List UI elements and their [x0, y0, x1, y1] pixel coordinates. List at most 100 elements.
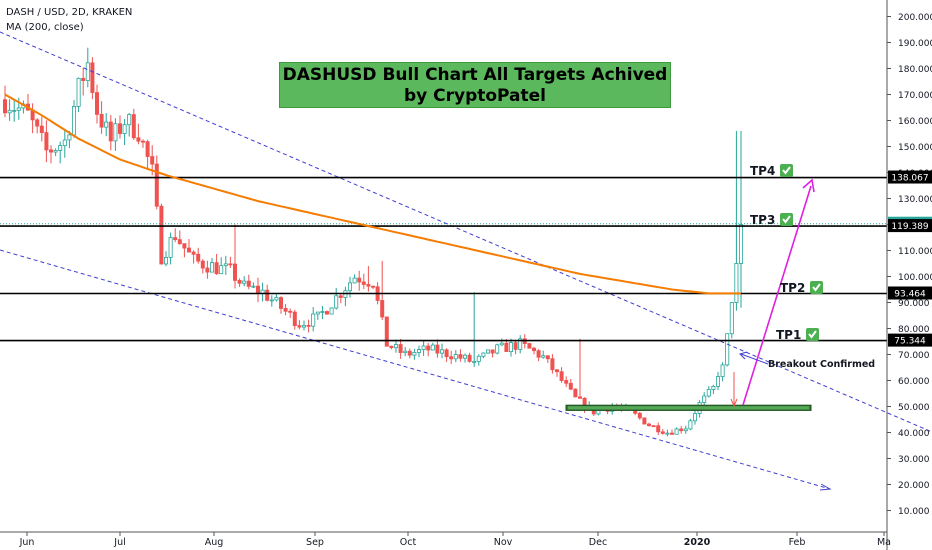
price-badge	[888, 170, 932, 184]
candle-body	[444, 349, 449, 358]
candle-body	[255, 285, 260, 294]
candles	[3, 47, 744, 437]
price-tick-label: 20.000	[898, 481, 930, 491]
time-axis: Jun Jul Aug Sep Oct Nov Dec 2020 Feb Ma	[0, 531, 891, 548]
candle-body	[370, 285, 375, 288]
candle-body	[214, 262, 219, 275]
breakout-annotation: Breakout Confirmed	[768, 359, 875, 370]
candle-body	[449, 356, 454, 360]
target-label: TP2	[780, 281, 805, 295]
candle-body	[90, 62, 95, 93]
price-tick-label: 90.000	[898, 299, 930, 309]
candle-body	[555, 369, 560, 373]
breakout-arrow-head	[739, 351, 748, 360]
candle-body	[168, 237, 173, 258]
candle-body	[739, 224, 744, 264]
check-icon-mark	[782, 215, 791, 224]
candle-body	[85, 62, 90, 82]
candle-body	[81, 77, 86, 82]
candle-body	[232, 263, 237, 281]
price-tick-label: 190.000	[898, 39, 932, 49]
candle-body	[398, 344, 403, 353]
candle-body	[338, 295, 343, 298]
candle-body	[416, 349, 421, 353]
candle-body	[39, 125, 44, 133]
candle-body	[3, 99, 8, 114]
candle-body	[647, 423, 652, 427]
candle-body	[545, 355, 550, 360]
time-tick-label: Aug	[205, 537, 224, 548]
banner-line-2: by CryptoPatel	[403, 86, 547, 106]
price-tick-label: 100.000	[898, 273, 932, 283]
candle-body	[366, 284, 371, 287]
candle-body	[182, 243, 187, 249]
candle-body	[237, 280, 242, 284]
candle-body	[508, 342, 513, 352]
check-icon-mark	[808, 330, 817, 339]
time-tick-label: Nov	[494, 537, 513, 548]
candle-body	[426, 345, 431, 351]
candle-body	[711, 386, 716, 390]
price-tick-label: 10.000	[898, 507, 930, 517]
candle-body	[384, 316, 389, 347]
price-tick-label: 110.000	[898, 247, 932, 257]
candle-body	[541, 355, 546, 358]
candle-body	[191, 251, 196, 255]
channel-upper-line	[0, 31, 932, 433]
candle-body	[35, 119, 40, 127]
moving-average-line	[4, 93, 741, 295]
candle-body	[228, 263, 233, 266]
price-tick-label: 80.000	[898, 325, 930, 335]
price-badge-label: 75.344	[894, 337, 926, 347]
candle-body	[329, 307, 334, 315]
price-tick-label: 60.000	[898, 377, 930, 387]
candle-body	[513, 342, 518, 350]
banner-line-1: DASHUSD Bull Chart All Targets Achived	[282, 65, 668, 85]
price-badge	[888, 286, 932, 300]
candle-body	[334, 295, 339, 309]
overlays: Breakout Confirmed TP4 TP3 TP2 TP1	[0, 31, 932, 491]
price-tick-label: 170.000	[898, 91, 932, 101]
time-tick-label: Feb	[789, 537, 806, 548]
candle-body	[665, 432, 670, 435]
time-tick-label: Jun	[19, 537, 35, 548]
candle-body	[347, 282, 352, 292]
time-tick-label: Sep	[306, 537, 324, 548]
candle-body	[518, 338, 523, 350]
candle-body	[527, 343, 532, 349]
candle-body	[439, 349, 444, 354]
candle-body	[670, 432, 675, 435]
candle-body	[200, 260, 205, 269]
candle-body	[651, 425, 656, 428]
candle-body	[481, 352, 486, 357]
candle-body	[53, 150, 58, 153]
candle-body	[734, 263, 739, 303]
time-tick-label: Dec	[589, 537, 607, 548]
candle-body	[393, 344, 398, 349]
candle-body	[693, 413, 698, 422]
indicator-label[interactable]: MA (200, close)	[6, 22, 84, 33]
candle-body	[283, 308, 288, 312]
candle-body	[127, 114, 132, 126]
candle-body	[44, 132, 49, 151]
candle-body	[550, 358, 555, 371]
candle-body	[458, 354, 463, 359]
candle-body	[274, 297, 279, 301]
candle-body	[173, 237, 178, 241]
candle-body	[223, 263, 228, 267]
candle-body	[205, 267, 210, 273]
candle-body	[559, 371, 564, 381]
time-tick-label: Jul	[113, 537, 125, 548]
price-tick-label: 160.000	[898, 117, 932, 127]
candle-body	[729, 302, 734, 335]
price-tick-label: 200.000	[898, 13, 932, 23]
target-label: TP4	[750, 164, 775, 178]
candle-body	[642, 417, 647, 425]
candle-body	[58, 145, 63, 151]
candle-body	[186, 247, 191, 253]
candle-body	[403, 350, 408, 353]
candle-body	[702, 395, 707, 403]
price-tick-label: 50.000	[898, 403, 930, 413]
candle-body	[725, 333, 730, 366]
